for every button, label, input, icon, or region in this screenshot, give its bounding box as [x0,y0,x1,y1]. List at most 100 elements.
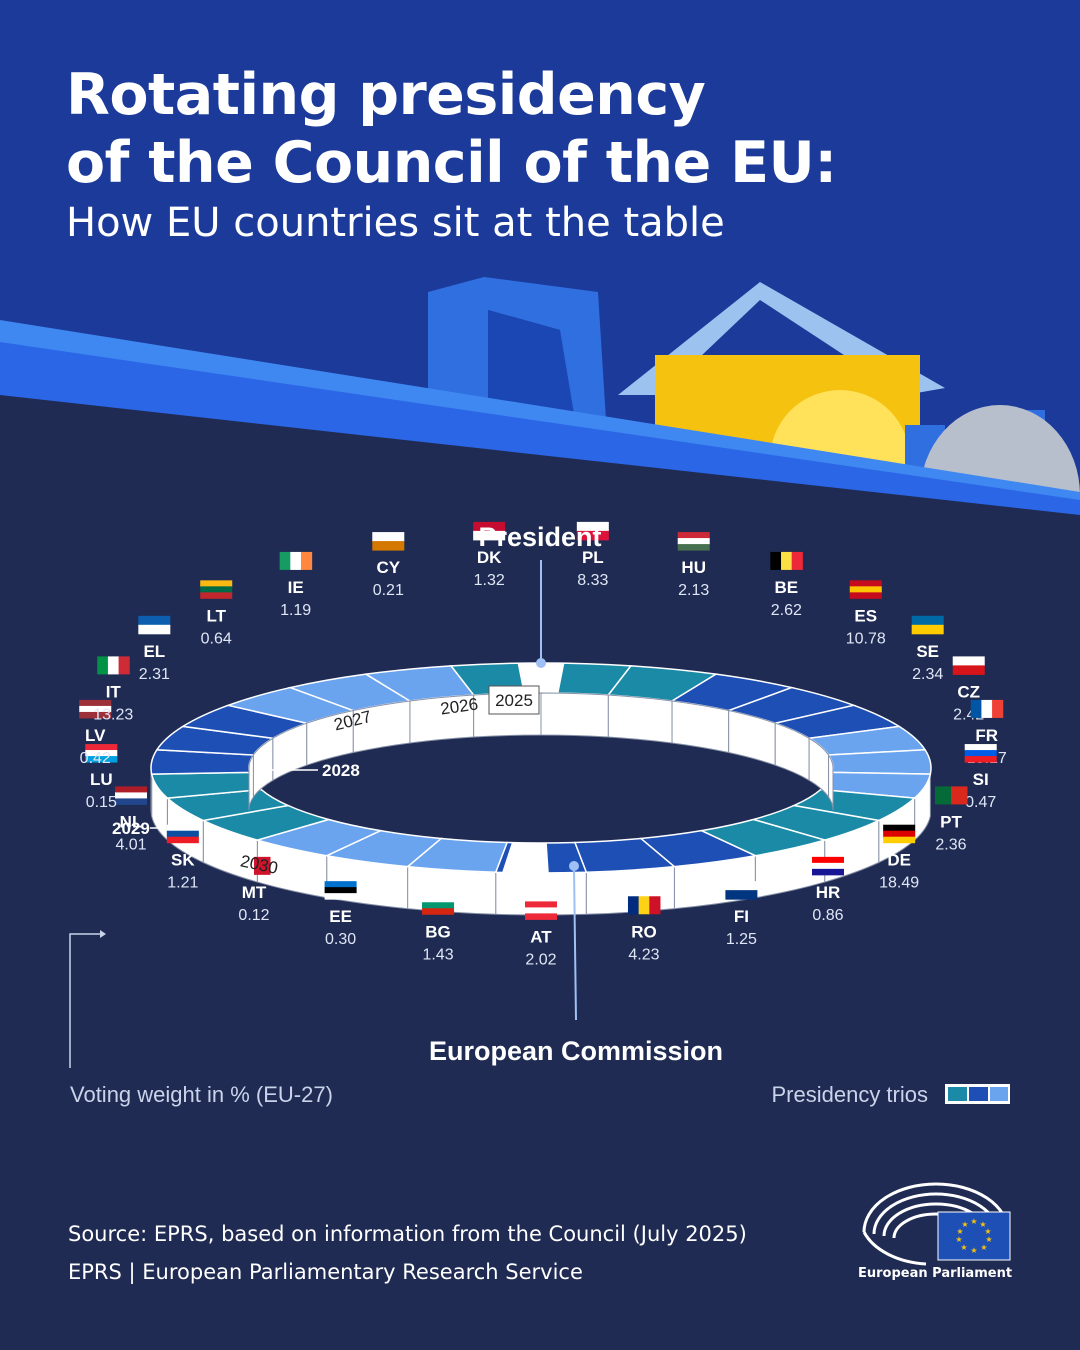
de-flag-icon [883,824,916,844]
commission-pointer-line [573,867,577,1021]
voting-weight: 0.12 [238,907,269,924]
voting-weight: 0.47 [965,794,996,811]
svg-text:★: ★ [960,1243,967,1252]
country-bg: BG 1.43 [422,896,455,963]
seat-inner-wall [607,694,673,744]
voting-weight: 8.33 [577,572,608,589]
year-2025: 2025 [495,691,533,710]
country-se: SE 2.34 [911,615,944,683]
svg-text:★: ★ [970,1217,977,1226]
svg-text:★: ★ [984,1227,991,1236]
country-lu: LU 0.15 [85,744,118,811]
country-code: DE [887,851,911,870]
country-hr: HR 0.86 [812,856,845,924]
header-illustration [0,0,1080,520]
european-parliament-logo-icon: ★ ★★ ★★★ ★★★ ★ [862,1182,1011,1266]
voting-weight: 4.23 [628,946,659,963]
country-code: HU [681,558,706,577]
country-code: MT [242,883,267,902]
country-code: AT [530,927,552,946]
country-code: RO [631,922,657,941]
commission-pointer-dot [569,861,579,871]
voting-weight-arrow-icon [100,930,106,938]
country-ee: EE 0.30 [324,881,357,948]
seat-inner-wall [671,700,730,754]
voting-weight: 18.49 [879,875,919,892]
country-code: NL [120,812,143,831]
voting-weight: 4.01 [115,836,146,853]
svg-text:★: ★ [961,1220,968,1229]
country-code: SI [973,770,989,789]
voting-weight: 0.30 [325,931,356,948]
hr-flag-icon [812,856,845,876]
country-hu: HU 2.13 [677,532,710,599]
country-pt: PT 2.36 [934,786,968,853]
voting-weight: 2.34 [912,666,943,683]
ro-flag-icon [627,896,661,915]
page-subtitle: How EU countries sit at the table [66,200,725,246]
seat-inner-wall [540,692,609,738]
voting-weight: 0.64 [201,630,232,647]
si-flag-icon [964,744,997,763]
se-flag-icon [911,615,944,635]
country-code: CY [376,558,400,577]
country-fi: FI 1.25 [725,881,758,948]
voting-weight: 0.86 [812,907,843,924]
it-flag-icon [97,656,130,675]
president-pointer-dot [536,658,546,668]
organisation-note: EPRS | European Parliamentary Research S… [68,1260,583,1284]
president-label: President [478,522,601,552]
country-lt: LT 0.64 [200,580,233,647]
country-code: FI [734,907,749,926]
country-ie: IE 1.19 [279,551,313,619]
voting-weight: 2.36 [935,836,966,853]
svg-text:★: ★ [970,1246,977,1255]
hu-flag-icon [677,532,710,551]
nl-flag-icon [115,786,148,805]
country-code: LT [206,606,226,625]
lv-flag-icon [79,699,112,719]
country-code: BE [775,578,799,597]
country-code: FR [975,726,998,745]
trio-legend-swatch-1 [948,1087,967,1101]
voting-weight: 0.15 [86,794,117,811]
year-2025-box [488,685,540,715]
seat-fr [827,748,932,775]
at-flag-icon [525,901,557,920]
country-sk: SK 1.21 [166,824,199,892]
voting-weight: 1.19 [280,602,311,619]
voting-weight: 10.78 [846,630,886,647]
voting-weight: 2.62 [771,602,802,619]
page-title-line1: Rotating presidency [66,62,706,128]
country-mt: MT 0.12 [237,856,271,924]
year-2028: 2028 [322,761,360,780]
commission-label: European Commission [429,1036,723,1066]
voting-weight: 13.23 [93,706,133,723]
country-code: BG [425,922,451,941]
country-code: ES [854,606,877,625]
voting-weight: 2.13 [678,582,709,599]
source-note: Source: EPRS, based on information from … [68,1222,747,1246]
country-code: LU [90,770,113,789]
european-parliament-wordmark: European Parliament [858,1266,1013,1281]
es-flag-icon [849,580,882,599]
country-code: PL [582,548,604,567]
trio-legend-swatch-2 [969,1087,988,1101]
country-code: IT [106,682,122,701]
fr-flag-icon [970,699,1004,718]
country-el: EL 2.31 [138,615,171,683]
lu-flag-icon [85,744,118,763]
trio-legend-swatch-3 [990,1087,1008,1101]
country-dk: DK 1.32 [473,521,506,589]
svg-text:★: ★ [956,1227,963,1236]
dk-flag-icon [473,521,506,541]
table-ring-inner-wall [248,692,834,811]
country-code: CZ [957,682,980,701]
voting-weight: 2.31 [139,666,170,683]
country-si: SI 0.47 [964,744,997,811]
ee-flag-icon [324,881,357,900]
fi-flag-icon [725,881,758,900]
voting-weight: 1.25 [726,931,757,948]
voting-weight-label: Voting weight in % (EU-27) [70,1082,333,1107]
